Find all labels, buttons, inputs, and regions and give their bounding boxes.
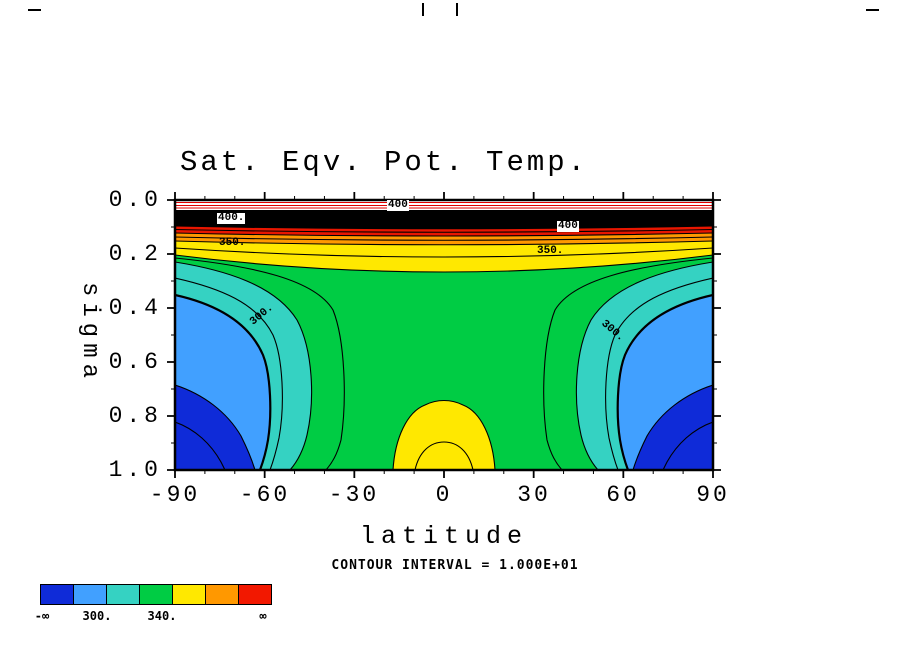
colorbar-segment bbox=[139, 584, 173, 605]
registration-mark bbox=[422, 3, 424, 16]
field-fills bbox=[175, 200, 713, 470]
y-tick-label: 0.0 bbox=[108, 187, 162, 213]
contour-line-300-left bbox=[175, 293, 272, 470]
band-black bbox=[175, 210, 713, 229]
contour-line-320-right bbox=[575, 261, 713, 470]
contour-line bbox=[175, 232, 713, 237]
y-axis-title: sigma bbox=[76, 282, 103, 385]
contour-line-280-left bbox=[175, 421, 226, 470]
contour-line-340-blob bbox=[392, 399, 496, 470]
contour-plot bbox=[167, 192, 721, 478]
x-tick-label: -90 bbox=[149, 482, 201, 508]
colorbar-segment bbox=[238, 584, 272, 605]
colorbar-segment bbox=[106, 584, 140, 605]
colorbar-segment bbox=[205, 584, 239, 605]
contour-line-330-right bbox=[543, 257, 713, 470]
fill-darkblue-left bbox=[175, 385, 255, 470]
red-contour-lines bbox=[175, 202, 713, 209]
registration-mark bbox=[456, 3, 458, 16]
contour-line-290-right bbox=[632, 384, 713, 470]
colorbar-segment bbox=[40, 584, 74, 605]
contour-line-330-left bbox=[175, 257, 345, 470]
contour-line bbox=[175, 228, 713, 233]
fill-yellow-blob bbox=[393, 400, 495, 470]
minor-ticks bbox=[171, 196, 717, 474]
contour-lines bbox=[175, 225, 713, 470]
x-tick-label: 30 bbox=[517, 482, 551, 508]
contour-line bbox=[175, 236, 713, 241]
contour-line bbox=[175, 240, 713, 246]
y-tick-label: 0.4 bbox=[108, 295, 162, 321]
colorbar-label: ∞ bbox=[259, 609, 267, 623]
plot-frame bbox=[173, 198, 715, 472]
x-tick-label: -30 bbox=[328, 482, 380, 508]
contour-line-310-right bbox=[605, 277, 713, 470]
contour-line-290-left bbox=[175, 384, 256, 470]
contour-line-350-blob bbox=[414, 441, 474, 470]
contour-interval-note: CONTOUR INTERVAL = 1.000E+01 bbox=[331, 558, 579, 573]
contour-line-280-right bbox=[662, 421, 713, 470]
page-title: Sat. Eqv. Pot. Temp. bbox=[180, 146, 589, 179]
colorbar bbox=[40, 584, 272, 605]
major-ticks bbox=[167, 192, 721, 478]
colorbar-segment bbox=[172, 584, 206, 605]
colorbar-label: 340. bbox=[147, 609, 177, 623]
band-white-top bbox=[175, 200, 713, 210]
contour-line bbox=[175, 225, 713, 230]
x-tick-label: 90 bbox=[696, 482, 730, 508]
contour-line-340-top bbox=[175, 254, 713, 273]
x-tick-label: 60 bbox=[606, 482, 640, 508]
y-tick-label: 1.0 bbox=[108, 457, 162, 483]
colorbar-label: 300. bbox=[82, 609, 112, 623]
x-tick-label: 0 bbox=[435, 482, 453, 508]
y-tick-label: 0.8 bbox=[108, 403, 162, 429]
fill-darkblue-right bbox=[633, 385, 713, 470]
band-orange bbox=[175, 233, 713, 245]
x-tick-label: -60 bbox=[239, 482, 291, 508]
registration-mark bbox=[866, 9, 879, 11]
contour-line-350-top bbox=[175, 247, 713, 258]
registration-mark bbox=[28, 9, 41, 11]
colorbar-label: -∞ bbox=[34, 609, 50, 623]
axis-ticks bbox=[167, 192, 721, 478]
contour-line-320-left bbox=[175, 261, 313, 470]
contour-line-310-left bbox=[175, 277, 283, 470]
x-axis-title: latitude bbox=[359, 522, 529, 551]
y-tick-label: 0.6 bbox=[108, 349, 162, 375]
colorbar-segment bbox=[73, 584, 107, 605]
y-tick-label: 0.2 bbox=[108, 241, 162, 267]
contour-line-300-right bbox=[616, 293, 713, 470]
